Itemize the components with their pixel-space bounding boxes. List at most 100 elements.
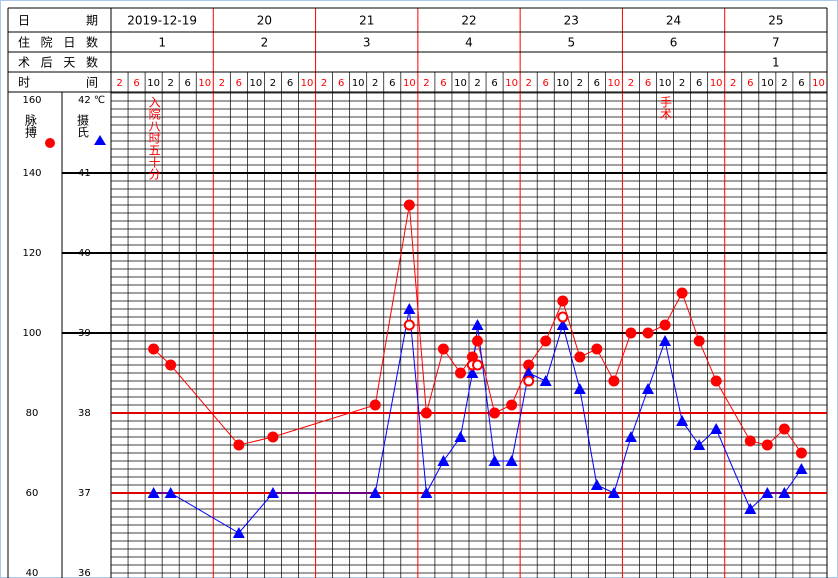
time-slot: 2: [781, 78, 787, 89]
temperature-point: [539, 375, 552, 386]
temperature-point: [369, 487, 382, 498]
time-slot: 6: [491, 78, 497, 89]
time-slot: 2: [679, 78, 685, 89]
date: 21: [359, 14, 374, 28]
y-tick-label: 80: [26, 408, 39, 419]
time-slot: 6: [696, 78, 702, 89]
time-slot: 6: [798, 78, 804, 89]
pulse-point: [676, 287, 688, 299]
time-slot: 2: [270, 78, 276, 89]
temperature-point: [573, 383, 586, 394]
pulse-point: [466, 351, 478, 363]
pulse-point: [420, 407, 432, 419]
time-slot: 6: [594, 78, 600, 89]
time-slot: 2: [423, 78, 429, 89]
temperature-point: [607, 487, 620, 498]
y2-tick-label: 37: [78, 488, 91, 499]
time-slot: 6: [440, 78, 446, 89]
pulse-point: [778, 423, 790, 435]
time-slot: 10: [250, 78, 263, 89]
time-slot: 10: [505, 78, 518, 89]
time-slot: 6: [287, 78, 293, 89]
temperature-point: [232, 527, 245, 538]
pulse-point: [267, 431, 279, 443]
stay-day: 3: [363, 36, 371, 50]
time-slot: 2: [525, 78, 531, 89]
pulse-point: [369, 399, 381, 411]
date: 20: [257, 14, 272, 28]
time-slot: 2: [219, 78, 225, 89]
pulse-point: [710, 375, 722, 387]
temperature-point: [624, 431, 637, 442]
time-slot: 2: [116, 78, 122, 89]
pulse-point: [403, 199, 415, 211]
y2-tick-label: 42 ℃: [78, 95, 105, 106]
temperature-point: [590, 479, 603, 490]
pulse-point: [642, 327, 654, 339]
date: 23: [564, 14, 579, 28]
legend-temp-marker: [94, 135, 106, 145]
stay-day: 1: [158, 36, 166, 50]
y-tick-label: 60: [26, 488, 39, 499]
time-slot: 2: [372, 78, 378, 89]
time-slot: 10: [812, 78, 825, 89]
time-slot: 6: [185, 78, 191, 89]
temperature-point: [522, 367, 535, 378]
time-slot: 2: [474, 78, 480, 89]
temperature-point: [556, 319, 569, 330]
stay-day: 2: [261, 36, 269, 50]
temperature-point: [659, 335, 672, 346]
time-slot: 10: [301, 78, 314, 89]
stay-day: 4: [465, 36, 473, 50]
temperature-point: [420, 487, 433, 498]
stay-day: 7: [772, 36, 780, 50]
stay-day: 5: [567, 36, 575, 50]
pulse-point: [148, 343, 160, 355]
pulse-point: [625, 327, 637, 339]
pulse-point: [437, 343, 449, 355]
temperature-point: [642, 383, 654, 394]
temperature-point: [795, 463, 808, 474]
temperature-point: [403, 303, 416, 314]
pulse-point: [523, 359, 535, 371]
y-tick-label: 100: [22, 328, 41, 339]
time-slot: 2: [321, 78, 327, 89]
date: 24: [666, 14, 681, 28]
cooled-temperature-point: [557, 311, 569, 323]
y-tick-label: 120: [22, 248, 41, 259]
temperature-point: [437, 455, 450, 466]
time-slot: 10: [198, 78, 211, 89]
time-slot: 10: [761, 78, 774, 89]
cooled-temperature-point: [403, 319, 415, 331]
date: 22: [461, 14, 476, 28]
time-slot: 6: [543, 78, 549, 89]
temperature-point: [505, 455, 518, 466]
legend-temp: 摄氏: [76, 113, 90, 138]
annotation: 手术: [659, 96, 673, 120]
y-tick-label: 40: [26, 568, 39, 578]
temperature-point: [744, 503, 757, 514]
time-slot: 10: [556, 78, 569, 89]
temperature-point: [466, 367, 479, 378]
temperature-point: [266, 487, 279, 498]
pulse-point: [233, 439, 245, 451]
temperature-point: [761, 487, 774, 498]
pulse-point: [454, 367, 466, 379]
pulse-point: [574, 351, 586, 363]
pulse-point: [659, 319, 671, 331]
y2-tick-label: 36: [78, 568, 91, 578]
time-slot: 6: [645, 78, 651, 89]
stay-day: 6: [670, 36, 678, 50]
pulse-point: [608, 375, 620, 387]
temperature-point: [676, 415, 689, 426]
temperature-point: [147, 487, 160, 498]
time-slot: 10: [352, 78, 365, 89]
y-tick-label: 140: [22, 168, 41, 179]
pulse-point: [693, 335, 705, 347]
cooled-temperature-point: [523, 375, 535, 387]
date: 25: [768, 14, 783, 28]
temperature-point: [454, 431, 467, 442]
pulse-point: [506, 399, 518, 411]
time-slot: 6: [133, 78, 139, 89]
